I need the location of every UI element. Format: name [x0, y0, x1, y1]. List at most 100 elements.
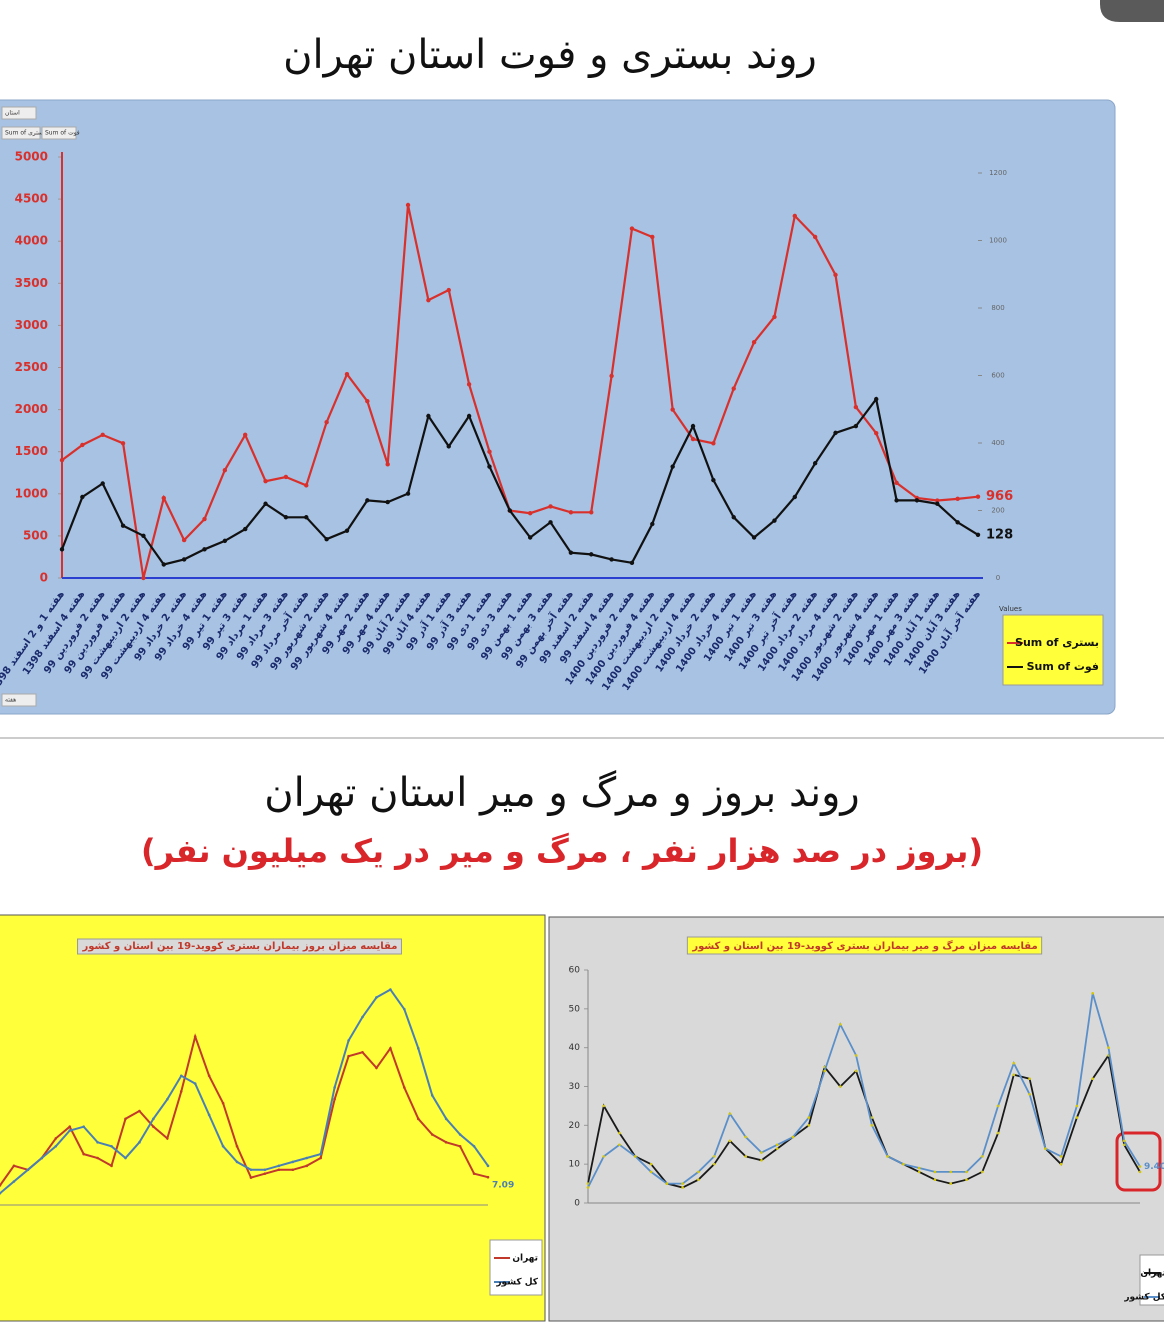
point	[96, 1141, 99, 1144]
point	[304, 483, 309, 488]
point	[181, 537, 187, 543]
chart-panel	[548, 916, 1164, 1322]
chart-panel	[0, 914, 546, 1322]
point	[697, 1178, 700, 1181]
y-tick-label: 5000	[15, 150, 48, 164]
point	[0, 1184, 2, 1187]
y-tick-label: 30	[569, 1082, 581, 1092]
y-tick-label: 10	[569, 1160, 581, 1170]
point	[609, 557, 614, 562]
point	[361, 1015, 364, 1019]
y-tick-label: 0	[574, 1199, 580, 1209]
point	[365, 398, 370, 404]
point	[728, 1112, 732, 1115]
point	[416, 1117, 420, 1121]
point	[1044, 1147, 1047, 1150]
point	[385, 499, 390, 505]
y2-tick-label: 0	[996, 574, 1000, 582]
point	[0, 1191, 2, 1195]
point	[649, 1162, 653, 1166]
point	[853, 404, 859, 410]
point	[996, 1131, 1000, 1135]
title-box	[77, 938, 402, 955]
point	[1107, 1046, 1110, 1049]
point	[426, 297, 431, 303]
point	[305, 1164, 309, 1168]
point	[207, 1113, 211, 1117]
point	[444, 1141, 448, 1144]
point	[202, 516, 207, 522]
legend-box	[489, 1239, 543, 1296]
point	[179, 1074, 183, 1078]
point	[980, 1170, 984, 1174]
legend-label: کل کشور	[495, 1278, 538, 1288]
point	[935, 498, 940, 503]
legend-label: Sum of بستری	[1015, 636, 1099, 649]
point	[586, 1186, 590, 1189]
point	[589, 552, 594, 557]
point	[712, 1162, 716, 1166]
point	[833, 272, 838, 278]
point	[712, 1155, 716, 1158]
point	[902, 1162, 905, 1166]
point	[161, 562, 166, 567]
point	[665, 1182, 669, 1185]
y-tick-label: 40	[569, 1043, 581, 1053]
point	[12, 1164, 16, 1168]
point	[874, 430, 879, 436]
point	[466, 413, 472, 419]
point	[277, 1168, 281, 1172]
point	[333, 1097, 336, 1101]
point	[59, 547, 65, 552]
legend-label: کل کشور	[1123, 1293, 1164, 1303]
point	[347, 1054, 350, 1058]
y-tick-label: 500	[23, 528, 48, 542]
point	[235, 1144, 239, 1148]
point	[291, 1160, 295, 1164]
pivot-label: هفته	[5, 697, 16, 704]
point	[166, 1097, 169, 1101]
y-tick-label: 3500	[15, 276, 48, 290]
pivot-label: Sum of بستری	[5, 130, 45, 137]
point	[629, 560, 635, 566]
point	[731, 386, 736, 391]
point	[634, 1155, 637, 1158]
point	[649, 1170, 653, 1174]
point	[955, 520, 960, 525]
point	[181, 557, 187, 562]
point	[681, 1186, 684, 1189]
corner-tab	[1100, 0, 1164, 22]
y2-tick-label: 1200	[989, 169, 1007, 177]
page-title: روند بستری و فوت استان تهران	[283, 32, 817, 78]
point	[823, 1069, 826, 1073]
point	[1075, 1104, 1079, 1108]
point	[602, 1155, 606, 1158]
point	[80, 442, 85, 448]
point	[854, 1054, 858, 1057]
y2-tick-label: 400	[991, 439, 1004, 447]
point	[486, 1164, 490, 1168]
point	[949, 1182, 953, 1185]
point	[26, 1168, 30, 1172]
point	[166, 1137, 169, 1140]
y2-tick-label: 1000	[989, 237, 1007, 245]
highlight-box	[1115, 1131, 1162, 1192]
point	[100, 481, 105, 486]
point	[179, 1090, 183, 1093]
point	[949, 1170, 953, 1174]
point	[650, 521, 655, 527]
point	[263, 1172, 267, 1175]
point	[221, 1101, 225, 1105]
point	[138, 1109, 141, 1113]
point	[914, 498, 920, 503]
point	[152, 1125, 155, 1128]
point	[1012, 1073, 1016, 1077]
point	[731, 515, 736, 520]
point	[389, 988, 392, 991]
point	[375, 996, 378, 999]
point	[812, 234, 818, 240]
point	[1138, 1170, 1142, 1174]
chart-panel	[0, 99, 1116, 715]
legend-box	[1002, 614, 1104, 686]
